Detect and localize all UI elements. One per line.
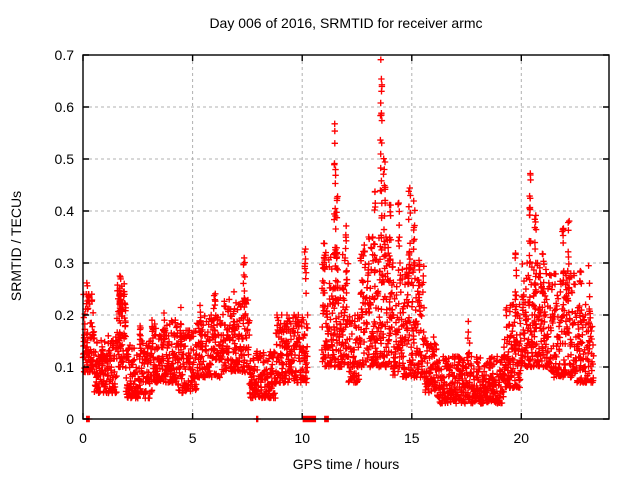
x-tick-label: 20 — [514, 430, 530, 446]
y-axis-label: SRMTID / TECUs — [8, 190, 24, 302]
y-tick-labels: 0 0.1 0.2 0.3 0.4 0.5 0.6 0.7 — [55, 47, 75, 427]
x-tick-label: 15 — [404, 430, 420, 446]
y-tick-label: 0.6 — [55, 99, 75, 115]
x-tick-label: 5 — [189, 430, 197, 446]
axis-ticks — [82, 54, 609, 420]
y-tick-label: 0.1 — [55, 359, 75, 375]
y-tick-label: 0.3 — [55, 255, 75, 271]
scatter-points — [79, 56, 597, 423]
x-tick-label: 10 — [294, 430, 310, 446]
y-tick-label: 0.2 — [55, 307, 75, 323]
y-tick-label: 0.5 — [55, 151, 75, 167]
y-tick-label: 0.4 — [55, 203, 75, 219]
x-tick-label: 0 — [79, 430, 87, 446]
gridlines — [83, 55, 609, 419]
y-tick-label: 0 — [66, 411, 74, 427]
x-tick-labels: 0 5 10 15 20 — [79, 430, 529, 446]
y-tick-label: 0.7 — [55, 47, 75, 63]
chart-title: Day 006 of 2016, SRMTID for receiver arm… — [209, 15, 483, 31]
plot-border — [82, 54, 610, 420]
x-axis-label: GPS time / hours — [292, 456, 400, 472]
